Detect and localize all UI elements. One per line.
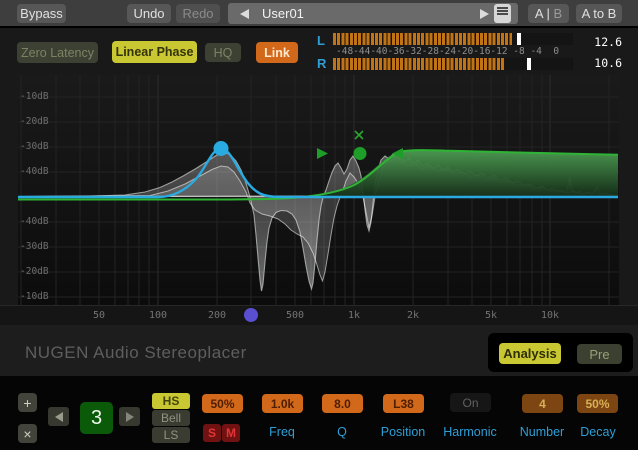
db-label: -30dB: [20, 241, 49, 252]
left-arrow-icon: [54, 411, 63, 422]
q-label-text: Q: [337, 425, 347, 439]
position-label-text: Position: [380, 425, 426, 439]
q-value-button[interactable]: 8.0: [322, 394, 363, 413]
freq-label: 5k: [484, 310, 498, 321]
left-meter-fill: [333, 33, 512, 45]
db-label: -30dB: [20, 141, 49, 152]
shape-bell-button[interactable]: Bell: [152, 410, 190, 426]
db-label: -40dB: [20, 166, 49, 177]
harmonic-label-text: Harmonic: [443, 425, 497, 439]
position-value-button[interactable]: L38: [383, 394, 424, 413]
zero-latency-button[interactable]: Zero Latency: [17, 42, 98, 63]
right-meter-peak: [527, 58, 531, 70]
ab-inactive-label: B: [553, 6, 563, 21]
previous-preset-icon[interactable]: [240, 8, 249, 19]
number-value-button[interactable]: 4: [522, 394, 563, 413]
freq-label: 200: [207, 310, 227, 321]
db-label: -10dB: [20, 91, 49, 102]
next-preset-icon[interactable]: [480, 8, 489, 19]
freq-label: 10k: [540, 310, 560, 321]
preset-menu-icon[interactable]: [494, 4, 511, 23]
preset-name: User01: [262, 6, 304, 21]
preset-selector[interactable]: User01: [228, 3, 518, 24]
freq-label: 1k: [347, 310, 361, 321]
harmonic-value-button[interactable]: On: [450, 393, 491, 412]
left-meter-label: L: [317, 33, 325, 48]
shelf-band-fill: [312, 150, 618, 197]
bypass-button[interactable]: Bypass: [17, 4, 66, 23]
decay-label-text: Decay: [580, 425, 616, 439]
ab-compare-button[interactable]: A | B: [528, 4, 569, 23]
shape-ls-button[interactable]: LS: [152, 427, 190, 443]
pre-button[interactable]: Pre: [577, 344, 622, 364]
right-meter-fill: [333, 58, 505, 70]
frequency-axis: 50 100 200 500 1k 2k 5k 10k: [0, 305, 638, 325]
right-meter: [333, 58, 573, 70]
db-label: -20dB: [20, 266, 49, 277]
undo-button[interactable]: Undo: [127, 4, 171, 23]
hq-button[interactable]: HQ: [205, 43, 241, 62]
left-meter-value: 12.6: [594, 35, 622, 49]
remove-band-button[interactable]: ×: [18, 424, 37, 443]
green-band-handle[interactable]: [353, 147, 367, 160]
freq-label: 2k: [406, 310, 420, 321]
mute-button[interactable]: M: [222, 424, 240, 442]
db-label: -40dB: [20, 216, 49, 227]
freq-label: 50: [92, 310, 106, 321]
left-meter-peak: [517, 33, 521, 45]
number-label-text: Number: [519, 425, 565, 439]
band-number-display[interactable]: 3: [80, 402, 113, 434]
freq-label: 100: [148, 310, 168, 321]
analysis-button[interactable]: Analysis: [499, 343, 561, 364]
shape-hs-button[interactable]: HS: [152, 393, 190, 409]
green-left-triangle-marker[interactable]: [392, 148, 403, 159]
redo-button[interactable]: Redo: [176, 4, 220, 23]
decay-value-button[interactable]: 50%: [577, 394, 618, 413]
solo-button[interactable]: S: [203, 424, 221, 442]
blue-band-handle[interactable]: [213, 141, 229, 156]
green-right-triangle-marker[interactable]: [317, 148, 328, 159]
right-arrow-icon: [125, 411, 134, 422]
db-label: -10dB: [20, 291, 49, 302]
right-meter-label: R: [317, 56, 327, 71]
purple-band-handle[interactable]: [244, 308, 258, 322]
gain-value-button[interactable]: 50%: [202, 394, 243, 413]
ab-active-label: A |: [534, 6, 550, 21]
a-to-b-button[interactable]: A to B: [576, 4, 622, 23]
frequency-graph[interactable]: [17, 75, 619, 305]
db-label: -20dB: [20, 116, 49, 127]
meter-scale: -48-44-40-36-32-28-24-20-16-12 -8 -4 0: [336, 46, 560, 57]
linear-phase-button[interactable]: Linear Phase: [112, 41, 197, 63]
plugin-title: NUGEN Audio Stereoplacer: [25, 343, 247, 362]
freq-label-text: Freq: [269, 425, 295, 439]
freq-label: 500: [285, 310, 305, 321]
add-band-button[interactable]: +: [18, 393, 37, 412]
next-band-button[interactable]: [119, 407, 140, 426]
left-meter: [333, 33, 573, 45]
link-button[interactable]: Link: [256, 42, 298, 63]
right-meter-value: 10.6: [594, 56, 622, 70]
green-x-marker[interactable]: [354, 130, 364, 140]
graph-canvas: [17, 75, 619, 305]
previous-band-button[interactable]: [48, 407, 69, 426]
freq-value-button[interactable]: 1.0k: [262, 394, 303, 413]
